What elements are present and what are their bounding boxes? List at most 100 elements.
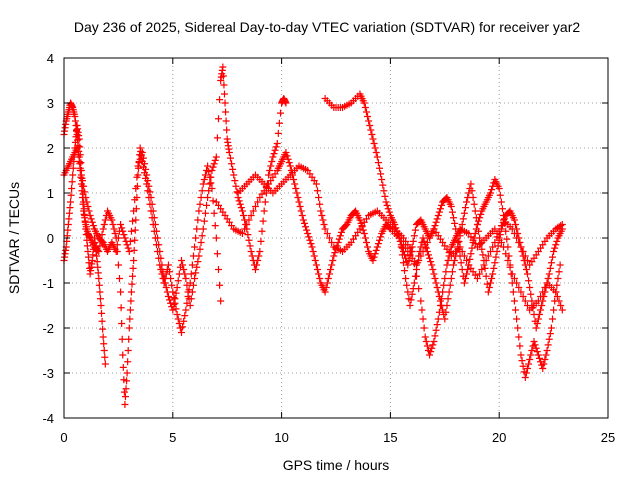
data-point <box>312 180 320 188</box>
data-point <box>141 160 149 168</box>
data-point <box>546 330 554 338</box>
data-point <box>275 119 283 127</box>
data-point <box>468 187 476 195</box>
data-point <box>509 288 517 296</box>
data-point <box>256 248 264 255</box>
data-point <box>125 324 133 332</box>
data-point <box>368 131 376 138</box>
data-point <box>436 205 444 213</box>
data-point <box>203 201 211 209</box>
data-point <box>282 149 290 156</box>
data-point <box>374 159 382 167</box>
data-point <box>302 223 310 231</box>
data-point <box>298 212 306 219</box>
data-point <box>431 275 439 282</box>
data-point <box>186 302 194 309</box>
data-point <box>195 252 203 260</box>
data-point <box>558 225 566 233</box>
data-point <box>114 261 122 269</box>
data-point <box>251 203 259 210</box>
data-point <box>461 204 469 212</box>
data-point <box>410 260 418 268</box>
data-point <box>131 236 139 244</box>
data-point <box>328 239 336 246</box>
data-point <box>68 178 76 186</box>
data-point <box>146 188 154 196</box>
data-point <box>428 344 436 352</box>
data-point <box>89 222 97 230</box>
data-point <box>299 216 307 224</box>
data-point <box>205 187 213 195</box>
data-point <box>187 295 195 303</box>
y-tick-label: -4 <box>42 411 54 426</box>
data-point <box>233 188 241 196</box>
data-point <box>111 230 119 237</box>
data-point <box>296 203 304 210</box>
data-point <box>534 315 542 323</box>
data-point <box>219 72 227 80</box>
data-point <box>503 235 511 243</box>
data-point <box>512 306 520 314</box>
data-point <box>172 289 180 297</box>
data-point <box>222 108 230 116</box>
data-point <box>410 232 418 240</box>
data-point <box>127 297 135 305</box>
data-point <box>527 290 535 298</box>
data-point <box>208 167 216 174</box>
data-point <box>180 266 188 273</box>
data-point <box>193 225 201 233</box>
data-point <box>401 267 409 275</box>
data-point <box>207 173 215 181</box>
data-point <box>488 275 496 282</box>
data-point <box>158 261 166 269</box>
data-point <box>182 275 190 282</box>
data-point <box>213 134 221 142</box>
data-point <box>498 205 506 213</box>
data-point <box>360 230 368 237</box>
data-point <box>448 208 456 216</box>
data-point <box>120 231 128 239</box>
data-point <box>535 311 543 318</box>
data-point <box>159 268 167 276</box>
data-point <box>385 224 393 232</box>
data-point <box>362 239 370 246</box>
data-point <box>228 160 236 168</box>
data-point <box>510 297 518 305</box>
data-point <box>148 200 156 208</box>
data-point <box>541 356 549 363</box>
data-point <box>450 214 458 222</box>
data-point <box>174 315 182 323</box>
data-point <box>433 215 441 223</box>
data-point <box>310 252 318 260</box>
data-point <box>314 187 322 195</box>
data-point <box>406 252 414 260</box>
data-point <box>501 215 509 223</box>
data-point <box>406 302 414 309</box>
data-point <box>136 155 144 163</box>
data-point <box>155 241 163 249</box>
data-point <box>195 207 203 215</box>
data-point <box>484 252 492 260</box>
data-point <box>135 159 143 167</box>
data-point <box>180 317 188 325</box>
data-point <box>433 321 441 329</box>
data-point <box>221 99 229 107</box>
data-point <box>204 162 212 170</box>
data-point <box>420 324 428 332</box>
data-point <box>445 288 453 296</box>
x-axis-label: GPS time / hours <box>283 457 390 473</box>
data-point <box>187 270 195 278</box>
data-point <box>251 266 259 273</box>
data-point <box>206 180 214 188</box>
grid <box>64 58 608 418</box>
data-point <box>143 171 151 179</box>
data-point <box>303 226 311 234</box>
data-point <box>211 156 219 164</box>
data-point <box>472 214 480 222</box>
data-point <box>78 177 86 185</box>
data-point <box>323 279 331 287</box>
data-point <box>245 216 253 224</box>
data-point <box>426 351 434 359</box>
data-point <box>398 244 406 252</box>
data-point <box>331 249 339 257</box>
